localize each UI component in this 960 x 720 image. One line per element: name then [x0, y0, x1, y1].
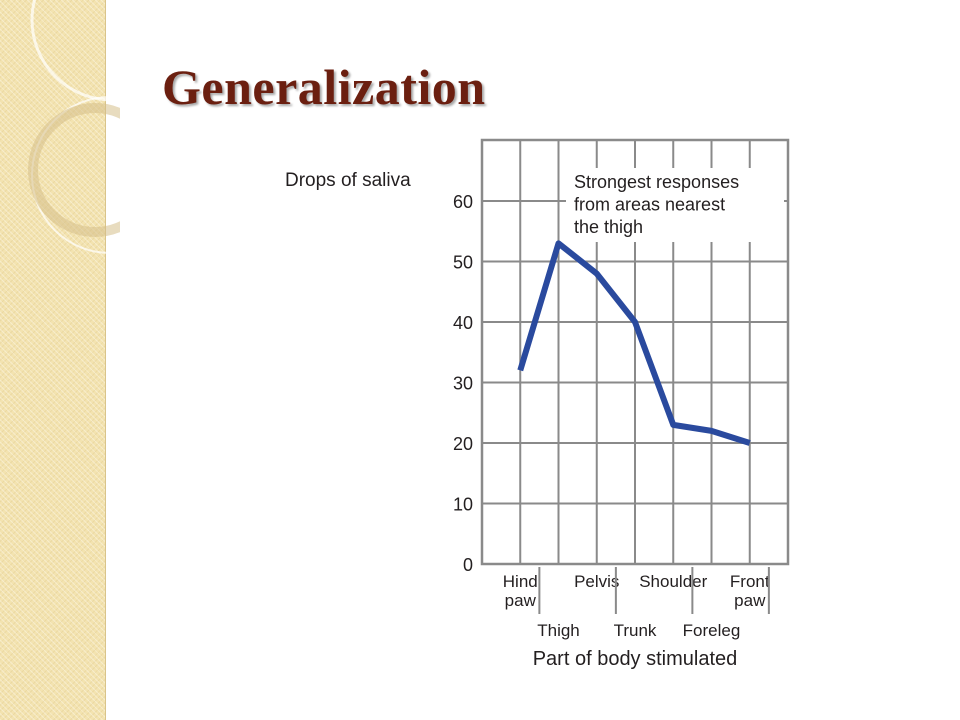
ring-outer — [30, 0, 120, 102]
slide-title: Generalization — [162, 59, 486, 115]
y-tick-label: 10 — [453, 495, 473, 515]
x-tick-label: Front paw — [730, 572, 770, 610]
annotation-text: Strongest responses from areas nearest the… — [574, 172, 739, 237]
y-tick-label: 0 — [463, 555, 473, 575]
x-axis-label: Part of body stimulated — [533, 648, 738, 670]
y-tick-label: 40 — [453, 313, 473, 333]
x-tick-label: Pelvis — [574, 572, 619, 591]
annotation-box — [566, 168, 784, 242]
x-tick-label: Trunk — [614, 621, 657, 640]
ring-inner — [28, 103, 120, 237]
y-tick-label: 60 — [453, 192, 473, 212]
y-tick-label: 30 — [453, 374, 473, 394]
decorative-rings — [28, 0, 120, 254]
x-tick-label: Hind paw — [503, 572, 538, 610]
y-axis-label: Drops of saliva — [285, 170, 411, 191]
x-tick-label: Shoulder — [639, 572, 707, 591]
y-tick-label: 50 — [453, 253, 473, 273]
x-tick-label: Thigh — [537, 621, 580, 640]
series-layer — [517, 240, 751, 446]
annotation-layer: Strongest responses from areas nearest the… — [566, 168, 784, 242]
y-tick-labels: 0 10 20 30 40 50 60 — [453, 192, 473, 575]
x-tick-label: Foreleg — [683, 621, 741, 640]
y-tick-label: 20 — [453, 434, 473, 454]
x-tick-labels: Hind paw Thigh Pelvis Trunk Shoulder Foreleg Fr… — [503, 567, 770, 640]
